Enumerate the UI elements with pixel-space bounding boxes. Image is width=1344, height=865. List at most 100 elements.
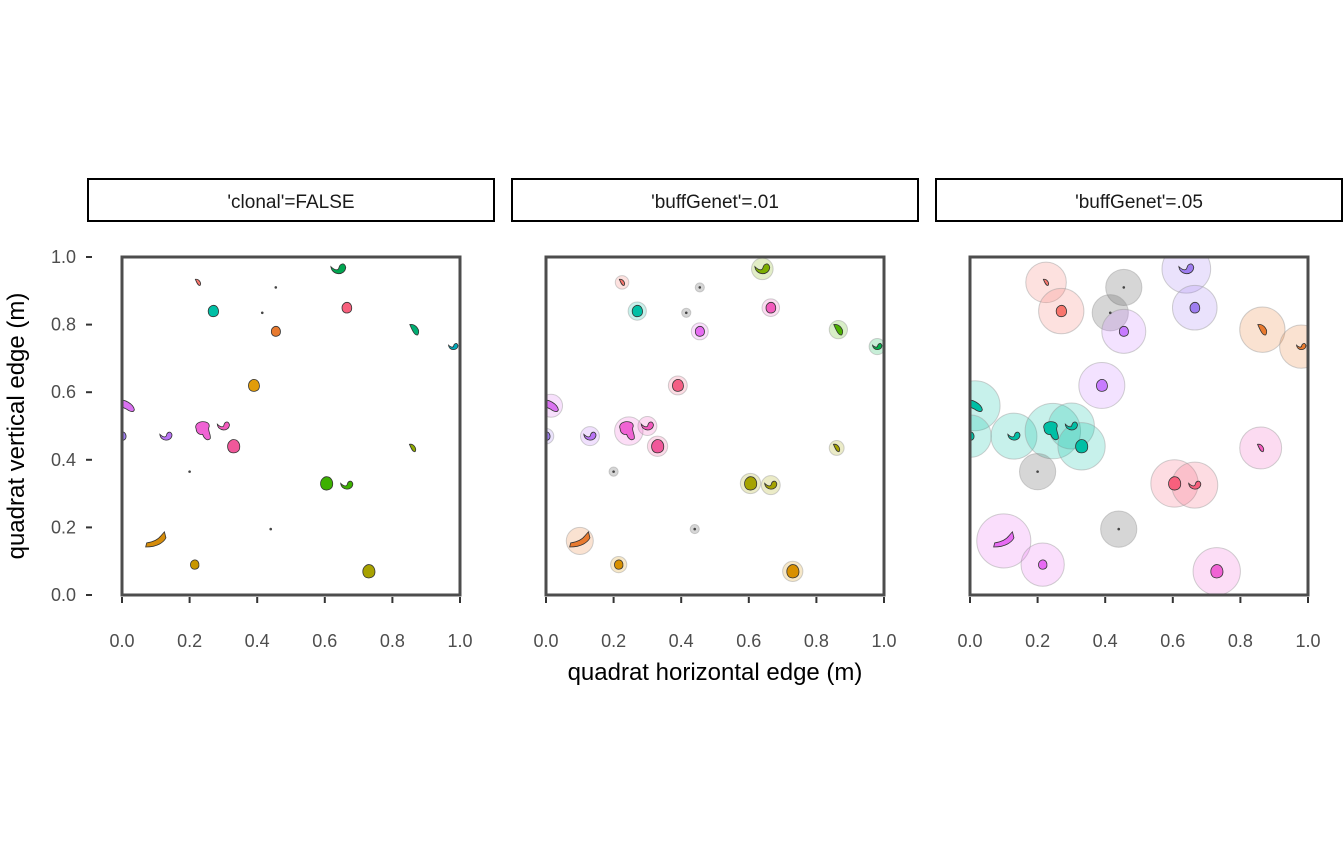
plant-polygon <box>694 325 705 337</box>
plant-polygon <box>651 439 665 454</box>
x-tick-label: 0.6 <box>736 631 761 651</box>
plant-polygon <box>320 476 334 491</box>
plant-polygon <box>833 324 843 336</box>
plant-polygon <box>1257 324 1267 336</box>
x-tick-label: 0.8 <box>1228 631 1253 651</box>
plant-point <box>684 311 688 315</box>
plant-polygon <box>614 559 624 570</box>
facet-strip-1: 'clonal'=FALSE <box>87 178 495 222</box>
plant-point <box>260 311 264 315</box>
y-tick-label: 0.4 <box>51 450 76 470</box>
plant-polygon <box>145 530 167 548</box>
plant-point <box>1122 286 1126 289</box>
plant-polygon <box>362 564 376 579</box>
facet-label-1: 'clonal'=FALSE <box>227 192 354 213</box>
y-tick-label: 0.0 <box>51 585 76 605</box>
plant-polygon <box>786 564 800 579</box>
plant-polygon <box>744 476 758 491</box>
plant-polygon <box>640 421 654 431</box>
plant-polygon <box>1118 325 1129 337</box>
plant-polygon <box>330 263 347 275</box>
plant-polygon <box>270 325 281 337</box>
x-tick-label: 0.8 <box>804 631 829 651</box>
plant-polygon <box>1188 480 1202 490</box>
y-axis-title: quadrat vertical edge (m) <box>3 293 30 560</box>
panel-clonal-false <box>120 255 462 597</box>
x-tick-label: 0.0 <box>533 631 558 651</box>
plant-polygon <box>194 278 201 286</box>
plant-polygon <box>764 480 778 490</box>
plant-point <box>1036 470 1039 473</box>
plant-point <box>274 286 278 289</box>
plant-polygon <box>1178 263 1195 275</box>
plant-polygon <box>1064 421 1078 431</box>
y-tick-label: 1.0 <box>51 247 76 267</box>
x-tick-label: 0.0 <box>109 631 134 651</box>
x-tick-label: 0.4 <box>1093 631 1118 651</box>
plant-point <box>612 470 615 473</box>
genet-buffer <box>868 337 884 356</box>
x-tick-label: 1.0 <box>447 631 472 651</box>
plant-polygon <box>408 443 417 453</box>
x-tick-label: 0.4 <box>669 631 694 651</box>
facet-strip-2: 'buffGenet'=.01 <box>511 178 919 222</box>
plant-polygon <box>248 378 260 392</box>
x-axes: 0.0 0.2 0.4 0.6 0.8 1.0 0.0 0.2 0.4 0.6 0.8 1.0 0.0 0… <box>109 597 1321 651</box>
panel-border <box>968 255 1310 597</box>
plant-polygon <box>546 399 559 412</box>
x-tick-label: 0.8 <box>380 631 405 651</box>
plant-polygon <box>1189 301 1201 314</box>
plant-polygon <box>1038 559 1048 570</box>
plant-polygon <box>1096 378 1108 392</box>
plant-polygon <box>970 399 983 412</box>
plant-polygon <box>227 439 241 454</box>
x-tick-label: 0.6 <box>312 631 337 651</box>
x-tick-label: 0.2 <box>1025 631 1050 651</box>
plant-point <box>269 527 273 531</box>
plant-polygon <box>159 431 173 441</box>
genet-buffer <box>1279 324 1308 369</box>
plant-polygon <box>1256 443 1265 453</box>
plant-polygon <box>216 421 230 431</box>
facet-label-3: 'buffGenet'=.05 <box>1075 192 1203 213</box>
plant-polygon <box>832 443 841 453</box>
plant-polygon <box>1043 421 1059 441</box>
plant-point <box>698 286 702 289</box>
plant-polygon <box>207 304 219 318</box>
plant-point <box>693 527 697 531</box>
x-axis-title: quadrat horizontal edge (m) <box>568 659 863 686</box>
plant-polygon <box>754 263 771 275</box>
facet-strip-3: 'buffGenet'=.05 <box>935 178 1343 222</box>
plant-polygon <box>122 399 135 412</box>
plant-polygon <box>583 431 597 441</box>
panel-buffgenet-01 <box>544 255 886 597</box>
y-axis: 0.0 0.2 0.4 0.6 0.8 1.0 <box>51 247 92 605</box>
facet-label-2: 'buffGenet'=.01 <box>651 192 779 213</box>
x-tick-label: 0.6 <box>1160 631 1185 651</box>
plant-point <box>1108 311 1112 315</box>
plant-polygon <box>1055 304 1067 318</box>
y-tick-label: 0.8 <box>51 315 76 335</box>
genet-buffer <box>970 380 1001 432</box>
plant-polygon <box>672 378 684 392</box>
plant-polygon <box>195 421 211 441</box>
plant-polygon <box>1296 343 1307 351</box>
x-tick-label: 1.0 <box>871 631 896 651</box>
plant-polygon <box>631 304 643 318</box>
plant-polygon <box>448 343 459 351</box>
plant-polygon <box>765 301 777 314</box>
plant-polygon <box>1007 431 1021 441</box>
plant-polygon <box>569 530 591 548</box>
plant-polygon <box>872 343 883 351</box>
plant-polygon <box>1168 476 1182 491</box>
x-tick-label: 0.0 <box>957 631 982 651</box>
genet-buffer <box>970 414 992 458</box>
plant-polygon <box>993 530 1015 548</box>
panel-plot-area <box>970 257 1308 595</box>
plant-polygon <box>1210 564 1224 579</box>
panel-plot-area <box>122 263 459 579</box>
x-tick-label: 0.2 <box>177 631 202 651</box>
plant-polygon <box>1042 278 1049 286</box>
x-tick-label: 0.2 <box>601 631 626 651</box>
